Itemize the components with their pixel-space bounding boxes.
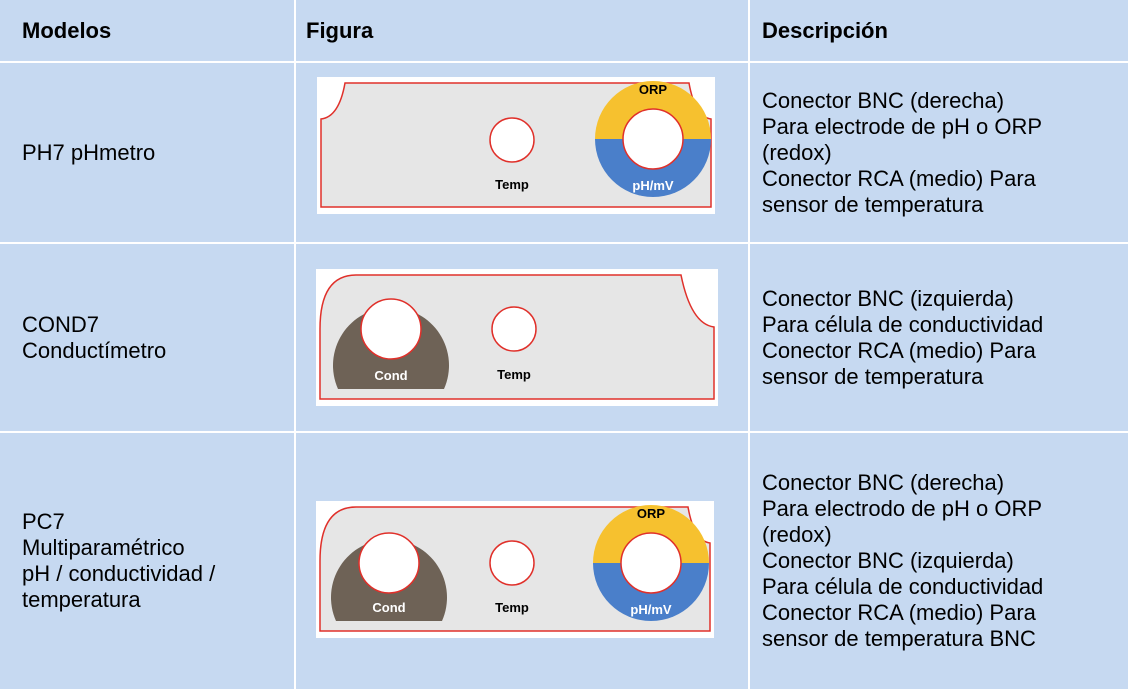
text-line: PC7 (22, 509, 65, 534)
text-line: Conector RCA (medio) Para (762, 165, 1036, 191)
figure-label: Cond (372, 600, 405, 615)
figure-label: ORP (639, 82, 668, 97)
column-separator (748, 0, 750, 689)
description-cell: Conector BNC (derecha) Para electrode de … (762, 63, 1128, 242)
text-line: sensor de temperatura (762, 363, 984, 389)
model-cell: PC7 Multiparamétrico pH / conductividad / t… (22, 433, 292, 689)
header-cell: Figura (306, 18, 374, 43)
figure-label: ORP (637, 506, 666, 521)
figure-label: Cond (374, 368, 407, 383)
description-cell: Conector BNC (derecha) Para electrodo de … (762, 433, 1128, 689)
figure-label: Temp (495, 600, 529, 615)
row-separator (0, 431, 1128, 433)
device-figure: Temp ORP pH/mV (317, 77, 715, 214)
model-cell: COND7 Conductímetro (22, 244, 292, 431)
figure-label: pH/mV (632, 178, 674, 193)
text-line: Para célula de conductividad (762, 574, 1044, 599)
device-figure: Cond Temp ORP pH/mV (316, 501, 714, 638)
figure-label: Temp (497, 367, 531, 382)
figure-label: pH/mV (630, 602, 672, 617)
text-line: Conector BNC (derecha) (762, 470, 1005, 495)
text-line: (redox) (762, 522, 832, 547)
text-line: Conector BNC (izquierda) (762, 548, 1014, 573)
row-separator (0, 61, 1128, 63)
text-line: pH / conductividad / (22, 561, 216, 586)
header-cell: Descripción (762, 18, 888, 43)
model-cell: PH7 pHmetro (22, 63, 292, 242)
text-line: Conector RCA (medio) Para (762, 600, 1036, 625)
text-line: Conector BNC (derecha) (762, 87, 1005, 113)
text-line: Conector RCA (medio) Para (762, 337, 1036, 363)
header-cell: Modelos (22, 18, 112, 43)
text-line: COND7 (22, 311, 100, 337)
text-line: Para electrodo de pH o ORP (762, 496, 1043, 521)
text-line: (redox) (762, 139, 832, 165)
text-line: Para célula de conductividad (762, 311, 1044, 337)
text-line: temperatura (22, 587, 141, 612)
text-line: PH7 pHmetro (22, 139, 156, 165)
figure-label: Temp (495, 177, 529, 192)
text-line: Conductímetro (22, 337, 167, 363)
text-line: sensor de temperatura BNC (762, 626, 1036, 651)
column-separator (294, 0, 296, 689)
text-line: Conector BNC (izquierda) (762, 285, 1014, 311)
description-cell: Conector BNC (izquierda) Para célula de c… (762, 244, 1128, 431)
text-line: sensor de temperatura (762, 191, 984, 217)
text-line: Multiparamétrico (22, 535, 185, 560)
device-figure: Cond Temp (316, 269, 718, 406)
row-separator (0, 242, 1128, 244)
text-line: Para electrode de pH o ORP (762, 113, 1043, 139)
